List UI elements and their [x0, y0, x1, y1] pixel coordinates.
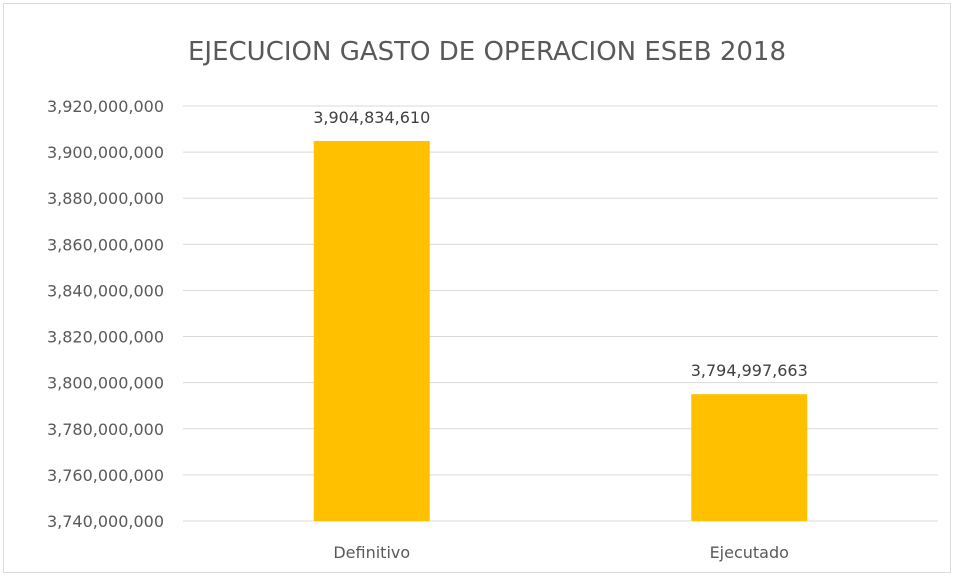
- gridlines: [183, 105, 938, 522]
- y-tick-label: 3,900,000,000: [47, 143, 164, 162]
- y-tick-label: 3,820,000,000: [47, 328, 164, 347]
- y-tick-label: 3,740,000,000: [47, 512, 164, 531]
- y-tick-label: 3,840,000,000: [47, 281, 164, 300]
- y-tick-label: 3,760,000,000: [47, 466, 164, 485]
- data-labels: 3,904,834,610 3,794,997,663: [313, 108, 808, 380]
- x-category-label: Definitivo: [333, 543, 410, 562]
- bar-definitivo: [313, 140, 430, 521]
- bar-ejecutado: [691, 394, 808, 521]
- y-tick-label: 3,880,000,000: [47, 189, 164, 208]
- y-tick-label: 3,800,000,000: [47, 374, 164, 393]
- x-axis-categories: Definitivo Ejecutado: [333, 543, 789, 562]
- y-tick-label: 3,920,000,000: [47, 97, 164, 116]
- chart-title: EJECUCION GASTO DE OPERACION ESEB 2018: [188, 37, 786, 67]
- data-label: 3,904,834,610: [313, 108, 430, 127]
- y-axis-ticks: 3,740,000,000 3,760,000,000 3,780,000,000 3…: [47, 97, 164, 531]
- y-tick-label: 3,860,000,000: [47, 235, 164, 254]
- data-label: 3,794,997,663: [691, 361, 808, 380]
- y-tick-label: 3,780,000,000: [47, 420, 164, 439]
- x-category-label: Ejecutado: [710, 543, 789, 562]
- bars: [313, 140, 808, 521]
